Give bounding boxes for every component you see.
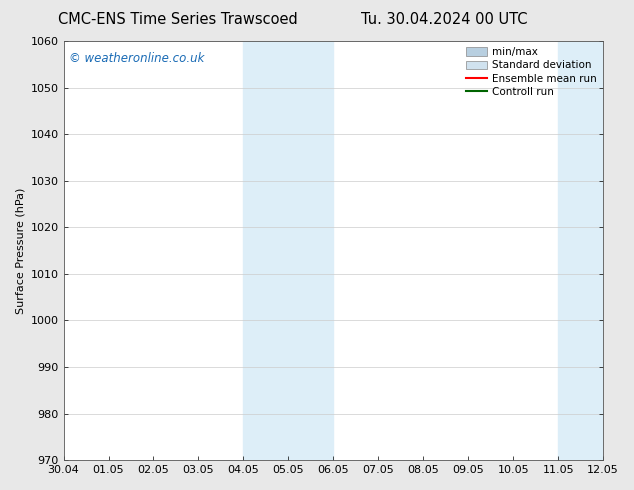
Legend: min/max, Standard deviation, Ensemble mean run, Controll run: min/max, Standard deviation, Ensemble me… xyxy=(462,43,601,101)
Bar xyxy=(243,41,333,460)
Text: © weatheronline.co.uk: © weatheronline.co.uk xyxy=(69,51,204,65)
Text: Tu. 30.04.2024 00 UTC: Tu. 30.04.2024 00 UTC xyxy=(361,12,527,27)
Bar xyxy=(558,41,626,460)
Y-axis label: Surface Pressure (hPa): Surface Pressure (hPa) xyxy=(15,187,25,314)
Text: CMC-ENS Time Series Trawscoed: CMC-ENS Time Series Trawscoed xyxy=(58,12,297,27)
